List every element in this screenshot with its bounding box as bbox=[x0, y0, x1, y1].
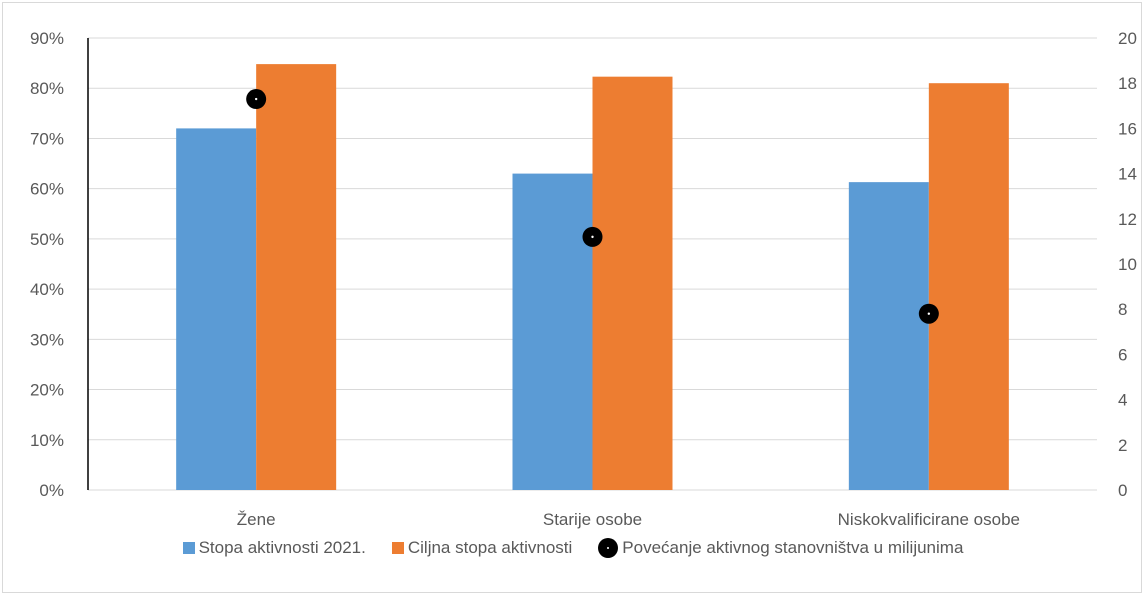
legend-label-ciljna: Ciljna stopa aktivnosti bbox=[407, 538, 573, 557]
right-tick-label: 20 bbox=[1118, 29, 1137, 48]
left-tick-label: 80% bbox=[30, 79, 64, 98]
markers bbox=[246, 89, 939, 324]
bars bbox=[176, 64, 1009, 491]
category-label: Starije osobe bbox=[543, 510, 642, 529]
left-tick-label: 0% bbox=[39, 481, 64, 500]
bar-ciljna bbox=[256, 64, 337, 491]
marker-center-dot bbox=[927, 312, 931, 315]
legend-swatch-orange bbox=[391, 542, 404, 554]
right-axis-ticks: 0 2 4 6 8 10 12 14 16 18 20 bbox=[1118, 29, 1137, 500]
legend-swatch-blue bbox=[182, 542, 195, 554]
marker-center-dot bbox=[254, 97, 258, 101]
right-tick-label: 10 bbox=[1118, 255, 1137, 274]
legend-marker-icon bbox=[598, 538, 619, 558]
legend: Stopa aktivnosti 2021. Ciljna stopa akti… bbox=[0, 533, 1146, 563]
bar-ciljna bbox=[592, 76, 673, 490]
left-axis-ticks: 0% 10% 20% 30% 40% 50% 60% 70% 80% 90% bbox=[30, 29, 64, 500]
right-tick-label: 14 bbox=[1118, 165, 1137, 184]
right-tick-label: 6 bbox=[1118, 345, 1127, 364]
chart: 0% 10% 20% 30% 40% 50% 60% 70% 80% 90% 0 2 4 6 8 10 12 1… bbox=[30, 29, 1137, 529]
left-tick-label: 90% bbox=[30, 29, 64, 48]
category-labels: Žene Starije osobe Niskokvalificirane osob… bbox=[237, 510, 1020, 529]
legend-item-stopa-2021: Stopa aktivnosti 2021. bbox=[182, 538, 366, 558]
legend-label-stopa-2021: Stopa aktivnosti 2021. bbox=[198, 538, 366, 557]
right-tick-label: 12 bbox=[1118, 210, 1137, 229]
category-label: Niskokvalificirane osobe bbox=[838, 510, 1020, 529]
category-label: Žene bbox=[237, 510, 276, 529]
legend-item-ciljna: Ciljna stopa aktivnosti bbox=[391, 538, 573, 558]
bar-ciljna bbox=[928, 83, 1009, 490]
legend-item-povecanje: Povećanje aktivnog stanovništva u miliju… bbox=[598, 538, 963, 558]
left-tick-label: 20% bbox=[30, 381, 64, 400]
bar-stopa-2021 bbox=[512, 173, 593, 490]
left-tick-label: 60% bbox=[30, 180, 64, 199]
right-tick-label: 0 bbox=[1118, 481, 1127, 500]
right-tick-label: 2 bbox=[1118, 436, 1127, 455]
left-tick-label: 70% bbox=[30, 129, 64, 148]
right-tick-label: 18 bbox=[1118, 74, 1137, 93]
right-tick-label: 8 bbox=[1118, 300, 1127, 319]
bar-stopa-2021 bbox=[176, 128, 257, 490]
right-tick-label: 4 bbox=[1118, 391, 1127, 410]
left-tick-label: 10% bbox=[30, 431, 64, 450]
left-tick-label: 50% bbox=[30, 230, 64, 249]
marker-center-dot bbox=[591, 235, 594, 239]
legend-label-povecanje: Povećanje aktivnog stanovništva u miliju… bbox=[622, 538, 964, 557]
left-tick-label: 30% bbox=[30, 330, 64, 349]
left-tick-label: 40% bbox=[30, 280, 64, 299]
bar-stopa-2021 bbox=[848, 182, 929, 491]
right-tick-label: 16 bbox=[1118, 119, 1137, 138]
